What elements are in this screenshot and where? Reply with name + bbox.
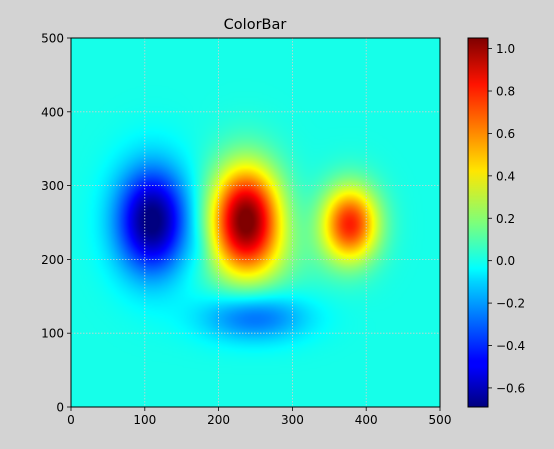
colorbar-tick-label: 0.6	[496, 127, 515, 141]
y-tick-label: 0	[56, 401, 64, 415]
chart-title: ColorBar	[224, 17, 287, 33]
colorbar-tick-label: −0.2	[496, 297, 525, 311]
colorbar-tick-label: −0.4	[496, 339, 525, 353]
colorbar-ticks: −0.6 −0.4 −0.2 0.0 0.2 0.4 0.6 0.8 1.0	[488, 42, 525, 395]
colorbar-tick-label: 0.4	[496, 169, 515, 183]
plot-area: 0 100 200 300 400 500 0 100 200 300 400 500	[41, 32, 451, 428]
colorbar-tick-label: −0.6	[496, 381, 525, 395]
x-tick-label: 100	[133, 413, 156, 427]
x-tick-label: 500	[429, 413, 452, 427]
y-tick-label: 400	[41, 105, 64, 119]
x-tick-label: 200	[207, 413, 230, 427]
colorbar: −0.6 −0.4 −0.2 0.0 0.2 0.4 0.6 0.8 1.0	[468, 38, 525, 407]
y-tick-label: 300	[41, 179, 64, 193]
y-tick-label: 100	[41, 327, 64, 341]
x-tick-label: 400	[355, 413, 378, 427]
colorbar-tick-label: 0.2	[496, 212, 515, 226]
y-axis-ticks: 0 100 200 300 400 500	[41, 32, 71, 415]
x-tick-label: 0	[67, 413, 75, 427]
x-axis-ticks: 0 100 200 300 400 500	[67, 407, 451, 427]
x-tick-label: 300	[281, 413, 304, 427]
colorbar-gradient	[468, 38, 488, 407]
colorbar-tick-label: 0.8	[496, 85, 515, 99]
y-tick-label: 200	[41, 253, 64, 267]
colorbar-tick-label: 0.0	[496, 254, 515, 268]
heatmap-image	[71, 38, 440, 407]
colorbar-tick-label: 1.0	[496, 42, 515, 56]
y-tick-label: 500	[41, 32, 64, 46]
